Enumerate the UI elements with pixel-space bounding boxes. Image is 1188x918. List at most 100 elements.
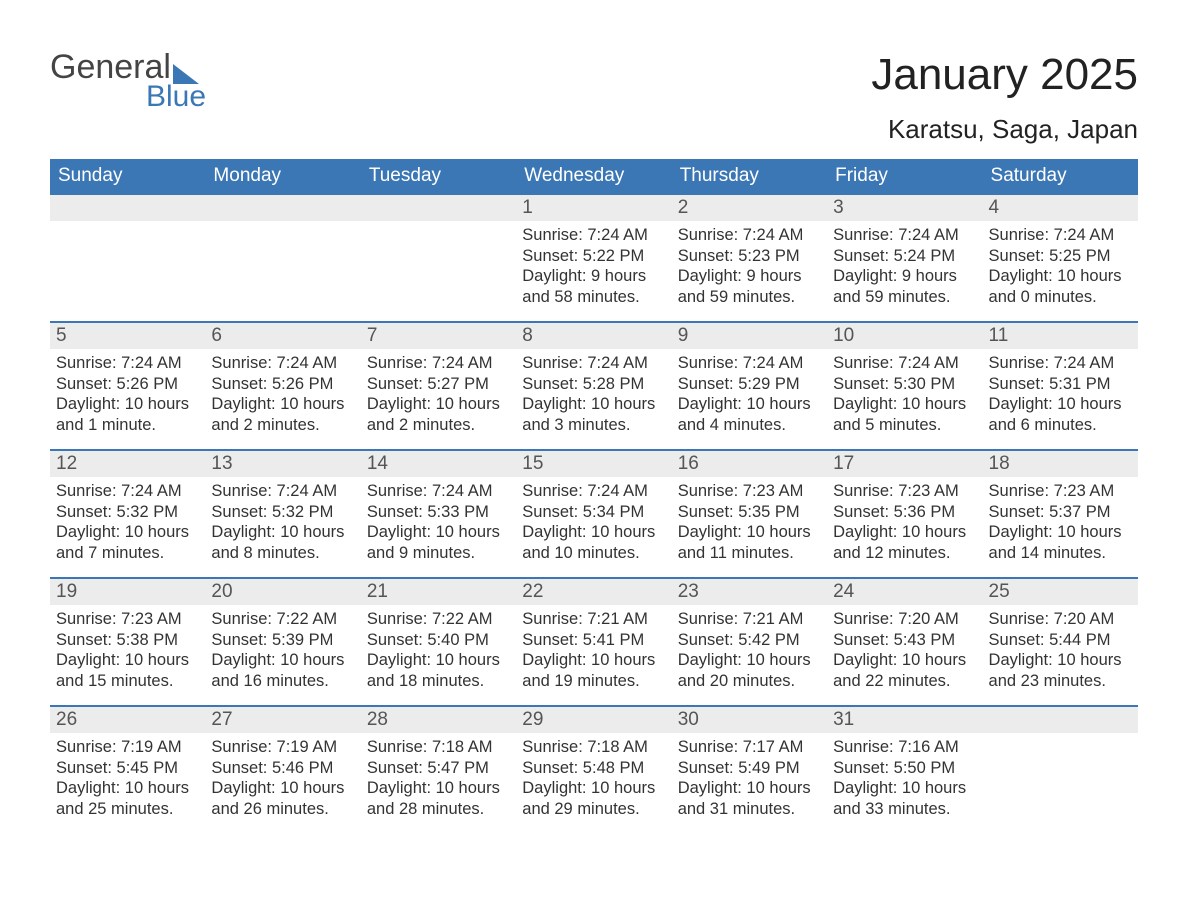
daylight-line-1: Daylight: 10 hours: [989, 394, 1132, 415]
sunrise-line: Sunrise: 7:24 AM: [522, 225, 665, 246]
sunrise-line: Sunrise: 7:19 AM: [211, 737, 354, 758]
sunrise-line: Sunrise: 7:24 AM: [211, 353, 354, 374]
daylight-line-1: Daylight: 10 hours: [367, 522, 510, 543]
daylight-line-1: Daylight: 10 hours: [56, 778, 199, 799]
day-details: Sunrise: 7:24 AMSunset: 5:29 PMDaylight:…: [672, 349, 827, 446]
weekday-header: Thursday: [672, 159, 827, 193]
day-number: 8: [516, 321, 671, 349]
day-details: Sunrise: 7:24 AMSunset: 5:33 PMDaylight:…: [361, 477, 516, 574]
daylight-line-1: Daylight: 10 hours: [678, 522, 821, 543]
daylight-line-1: Daylight: 10 hours: [211, 650, 354, 671]
day-details: Sunrise: 7:24 AMSunset: 5:24 PMDaylight:…: [827, 221, 982, 318]
daylight-line-2: and 59 minutes.: [678, 287, 821, 308]
day-details: Sunrise: 7:22 AMSunset: 5:39 PMDaylight:…: [205, 605, 360, 702]
daylight-line-1: Daylight: 10 hours: [211, 522, 354, 543]
day-number: 15: [516, 449, 671, 477]
daylight-line-2: and 2 minutes.: [367, 415, 510, 436]
day-details: Sunrise: 7:21 AMSunset: 5:41 PMDaylight:…: [516, 605, 671, 702]
daylight-line-1: Daylight: 10 hours: [678, 650, 821, 671]
daylight-line-2: and 12 minutes.: [833, 543, 976, 564]
sunrise-line: Sunrise: 7:21 AM: [678, 609, 821, 630]
calendar-day-cell: 30Sunrise: 7:17 AMSunset: 5:49 PMDayligh…: [672, 705, 827, 833]
title-block: January 2025 Karatsu, Saga, Japan: [871, 50, 1138, 145]
daylight-line-1: Daylight: 10 hours: [833, 522, 976, 543]
calendar-day-cell: [50, 193, 205, 321]
calendar-week-row: 1Sunrise: 7:24 AMSunset: 5:22 PMDaylight…: [50, 193, 1138, 321]
day-number: 21: [361, 577, 516, 605]
sunset-line: Sunset: 5:22 PM: [522, 246, 665, 267]
calendar-day-cell: [361, 193, 516, 321]
sunrise-line: Sunrise: 7:24 AM: [989, 225, 1132, 246]
day-details: Sunrise: 7:23 AMSunset: 5:37 PMDaylight:…: [983, 477, 1138, 574]
weekday-header-row: SundayMondayTuesdayWednesdayThursdayFrid…: [50, 159, 1138, 193]
daylight-line-2: and 16 minutes.: [211, 671, 354, 692]
calendar-day-cell: 24Sunrise: 7:20 AMSunset: 5:43 PMDayligh…: [827, 577, 982, 705]
calendar-day-cell: [983, 705, 1138, 833]
daylight-line-2: and 59 minutes.: [833, 287, 976, 308]
sunrise-line: Sunrise: 7:17 AM: [678, 737, 821, 758]
day-details: Sunrise: 7:24 AMSunset: 5:23 PMDaylight:…: [672, 221, 827, 318]
day-details: Sunrise: 7:23 AMSunset: 5:36 PMDaylight:…: [827, 477, 982, 574]
day-number: 17: [827, 449, 982, 477]
sunset-line: Sunset: 5:29 PM: [678, 374, 821, 395]
daylight-line-1: Daylight: 10 hours: [678, 394, 821, 415]
daylight-line-1: Daylight: 10 hours: [989, 266, 1132, 287]
sunrise-line: Sunrise: 7:23 AM: [678, 481, 821, 502]
calendar-day-cell: 21Sunrise: 7:22 AMSunset: 5:40 PMDayligh…: [361, 577, 516, 705]
sunrise-line: Sunrise: 7:24 AM: [833, 225, 976, 246]
sunrise-line: Sunrise: 7:24 AM: [367, 353, 510, 374]
daylight-line-1: Daylight: 9 hours: [678, 266, 821, 287]
weekday-header: Sunday: [50, 159, 205, 193]
day-number: 10: [827, 321, 982, 349]
daylight-line-1: Daylight: 10 hours: [833, 778, 976, 799]
daylight-line-2: and 14 minutes.: [989, 543, 1132, 564]
daynum-bar-empty: [205, 193, 360, 221]
calendar-table: SundayMondayTuesdayWednesdayThursdayFrid…: [50, 159, 1138, 833]
sunrise-line: Sunrise: 7:23 AM: [989, 481, 1132, 502]
day-details: Sunrise: 7:24 AMSunset: 5:25 PMDaylight:…: [983, 221, 1138, 318]
day-number: 27: [205, 705, 360, 733]
sunrise-line: Sunrise: 7:24 AM: [367, 481, 510, 502]
day-details: Sunrise: 7:19 AMSunset: 5:46 PMDaylight:…: [205, 733, 360, 830]
day-details: Sunrise: 7:20 AMSunset: 5:43 PMDaylight:…: [827, 605, 982, 702]
sunrise-line: Sunrise: 7:23 AM: [56, 609, 199, 630]
calendar-day-cell: 29Sunrise: 7:18 AMSunset: 5:48 PMDayligh…: [516, 705, 671, 833]
sunrise-line: Sunrise: 7:18 AM: [522, 737, 665, 758]
day-details: Sunrise: 7:23 AMSunset: 5:35 PMDaylight:…: [672, 477, 827, 574]
daylight-line-1: Daylight: 9 hours: [833, 266, 976, 287]
calendar-week-row: 19Sunrise: 7:23 AMSunset: 5:38 PMDayligh…: [50, 577, 1138, 705]
daylight-line-2: and 33 minutes.: [833, 799, 976, 820]
calendar-day-cell: 18Sunrise: 7:23 AMSunset: 5:37 PMDayligh…: [983, 449, 1138, 577]
sunset-line: Sunset: 5:38 PM: [56, 630, 199, 651]
sunrise-line: Sunrise: 7:24 AM: [211, 481, 354, 502]
logo: General Blue: [50, 50, 206, 114]
calendar-day-cell: 10Sunrise: 7:24 AMSunset: 5:30 PMDayligh…: [827, 321, 982, 449]
calendar-day-cell: 13Sunrise: 7:24 AMSunset: 5:32 PMDayligh…: [205, 449, 360, 577]
day-number: 26: [50, 705, 205, 733]
day-details: Sunrise: 7:19 AMSunset: 5:45 PMDaylight:…: [50, 733, 205, 830]
sunrise-line: Sunrise: 7:24 AM: [833, 353, 976, 374]
daylight-line-2: and 9 minutes.: [367, 543, 510, 564]
day-details: Sunrise: 7:16 AMSunset: 5:50 PMDaylight:…: [827, 733, 982, 830]
daylight-line-2: and 10 minutes.: [522, 543, 665, 564]
daylight-line-1: Daylight: 10 hours: [522, 650, 665, 671]
daylight-line-2: and 8 minutes.: [211, 543, 354, 564]
sunset-line: Sunset: 5:28 PM: [522, 374, 665, 395]
daylight-line-1: Daylight: 9 hours: [522, 266, 665, 287]
calendar-day-cell: 8Sunrise: 7:24 AMSunset: 5:28 PMDaylight…: [516, 321, 671, 449]
day-number: 28: [361, 705, 516, 733]
day-details: Sunrise: 7:23 AMSunset: 5:38 PMDaylight:…: [50, 605, 205, 702]
day-details: Sunrise: 7:24 AMSunset: 5:26 PMDaylight:…: [50, 349, 205, 446]
day-number: 22: [516, 577, 671, 605]
sunset-line: Sunset: 5:40 PM: [367, 630, 510, 651]
logo-word1: General: [50, 50, 171, 84]
daylight-line-2: and 25 minutes.: [56, 799, 199, 820]
sunrise-line: Sunrise: 7:16 AM: [833, 737, 976, 758]
sunset-line: Sunset: 5:43 PM: [833, 630, 976, 651]
calendar-day-cell: 31Sunrise: 7:16 AMSunset: 5:50 PMDayligh…: [827, 705, 982, 833]
daylight-line-1: Daylight: 10 hours: [522, 778, 665, 799]
daylight-line-2: and 26 minutes.: [211, 799, 354, 820]
sunrise-line: Sunrise: 7:20 AM: [833, 609, 976, 630]
daynum-bar-empty: [50, 193, 205, 221]
daylight-line-2: and 58 minutes.: [522, 287, 665, 308]
